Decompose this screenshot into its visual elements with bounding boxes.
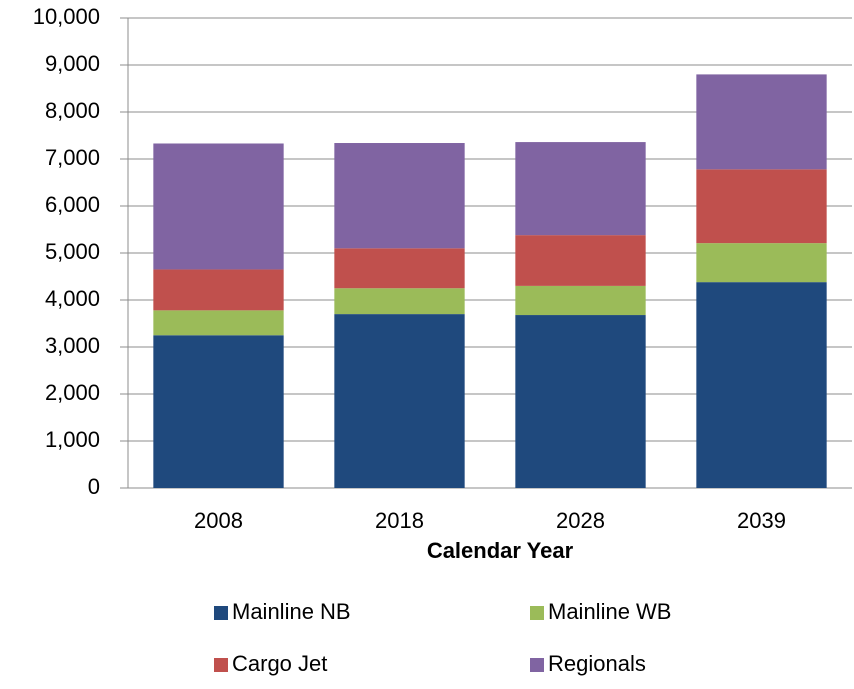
x-axis-label: Calendar Year — [427, 538, 574, 563]
bar-segment — [515, 285, 646, 316]
legend-label: Mainline WB — [548, 599, 671, 624]
legend-swatch — [214, 658, 228, 672]
bar-segment — [153, 310, 284, 336]
bar-segment — [696, 74, 827, 170]
bar-segment — [334, 143, 465, 249]
x-tick-label: 2039 — [737, 508, 786, 533]
bar-segment — [153, 143, 284, 270]
x-tick-label: 2018 — [375, 508, 424, 533]
y-tick-label: 10,000 — [33, 4, 100, 29]
y-tick-label: 9,000 — [45, 51, 100, 76]
x-tick-label: 2008 — [194, 508, 243, 533]
bar-segment — [153, 335, 284, 488]
legend-swatch — [530, 606, 544, 620]
bar-segment — [696, 169, 827, 244]
bar-segment — [696, 282, 827, 488]
bar-segment — [696, 243, 827, 283]
bar-segment — [515, 235, 646, 286]
bar-segment — [334, 314, 465, 488]
y-tick-label: 5,000 — [45, 239, 100, 264]
bar-segment — [515, 142, 646, 236]
bar-segment — [153, 269, 284, 311]
y-tick-label: 4,000 — [45, 286, 100, 311]
x-tick-label: 2028 — [556, 508, 605, 533]
y-tick-label: 6,000 — [45, 192, 100, 217]
y-tick-label: 2,000 — [45, 380, 100, 405]
y-tick-label: 0 — [88, 474, 100, 499]
legend-label: Regionals — [548, 651, 646, 676]
legend-label: Mainline NB — [232, 599, 351, 624]
legend-swatch — [530, 658, 544, 672]
bar-segment — [334, 288, 465, 315]
bar-segment — [334, 248, 465, 289]
bar-segment — [515, 315, 646, 488]
y-tick-label: 7,000 — [45, 145, 100, 170]
y-tick-label: 8,000 — [45, 98, 100, 123]
legend-label: Cargo Jet — [232, 651, 327, 676]
legend-swatch — [214, 606, 228, 620]
y-tick-label: 1,000 — [45, 427, 100, 452]
y-tick-label: 3,000 — [45, 333, 100, 358]
